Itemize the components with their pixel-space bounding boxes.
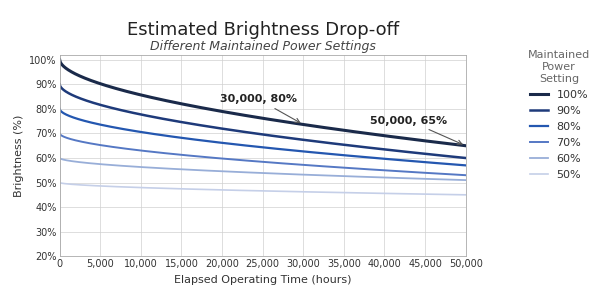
Line: 60%: 60% [60, 158, 466, 180]
X-axis label: Elapsed Operating Time (hours): Elapsed Operating Time (hours) [174, 274, 352, 285]
80% [380, 157, 387, 160]
90% [97, 103, 104, 107]
60% [373, 175, 380, 179]
100% [97, 82, 104, 86]
70% [373, 168, 380, 172]
100% [373, 133, 380, 136]
50% [335, 191, 342, 194]
Legend: 100%, 90%, 80%, 70%, 60%, 50%: 100%, 90%, 80%, 70%, 60%, 50% [528, 50, 590, 180]
Line: 80%: 80% [60, 109, 466, 165]
60% [462, 178, 469, 182]
50% [235, 188, 242, 192]
90% [235, 129, 242, 133]
Text: 30,000, 80%: 30,000, 80% [220, 95, 300, 123]
90% [373, 147, 380, 150]
80% [220, 141, 227, 145]
90% [462, 156, 469, 160]
70% [462, 173, 469, 177]
50% [462, 193, 469, 197]
90% [380, 148, 387, 151]
80% [235, 143, 242, 146]
80% [373, 156, 380, 160]
Text: Different Maintained Power Settings: Different Maintained Power Settings [150, 40, 376, 53]
50% [380, 192, 387, 195]
100% [380, 134, 387, 138]
50% [220, 188, 227, 192]
100% [462, 144, 469, 148]
60% [56, 156, 63, 160]
100% [235, 113, 242, 116]
90% [56, 83, 63, 86]
70% [56, 132, 63, 135]
70% [220, 157, 227, 160]
Line: 90%: 90% [60, 84, 466, 158]
90% [335, 142, 342, 146]
60% [97, 162, 104, 166]
Line: 70%: 70% [60, 134, 466, 175]
70% [380, 168, 387, 172]
Line: 100%: 100% [60, 60, 466, 146]
90% [220, 127, 227, 131]
80% [97, 123, 104, 127]
50% [56, 181, 63, 185]
60% [335, 174, 342, 178]
Y-axis label: Brightness (%): Brightness (%) [14, 114, 24, 197]
70% [97, 143, 104, 147]
80% [335, 153, 342, 156]
80% [462, 163, 469, 167]
60% [220, 170, 227, 173]
60% [235, 170, 242, 174]
Line: 50%: 50% [60, 183, 466, 195]
Text: 50,000, 65%: 50,000, 65% [370, 116, 462, 144]
100% [56, 58, 63, 62]
80% [56, 107, 63, 111]
70% [235, 158, 242, 162]
100% [220, 110, 227, 113]
Title: Estimated Brightness Drop-off: Estimated Brightness Drop-off [127, 21, 399, 39]
100% [335, 128, 342, 131]
50% [97, 184, 104, 188]
60% [380, 176, 387, 179]
70% [335, 166, 342, 169]
50% [373, 192, 380, 195]
